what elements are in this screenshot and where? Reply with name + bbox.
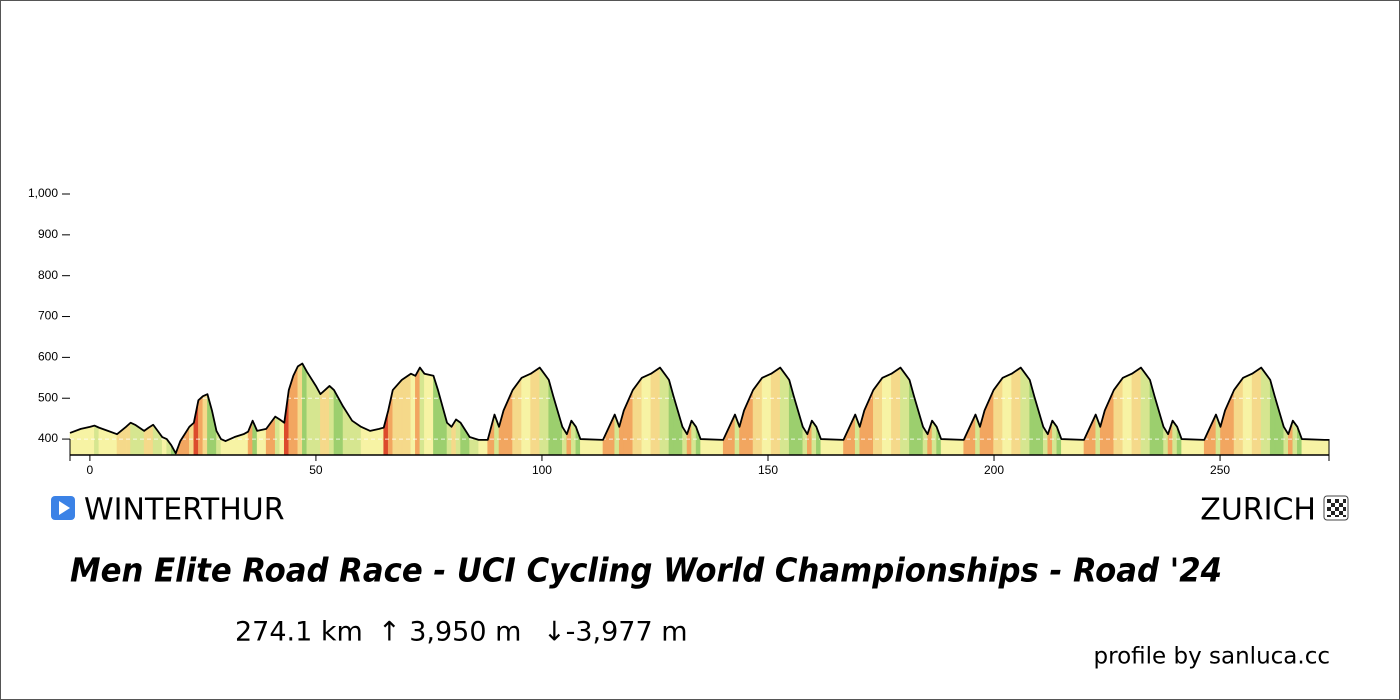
gradient-segment: [1260, 366, 1267, 456]
gradient-segment: [329, 385, 335, 456]
gradient-segment: [779, 366, 786, 456]
gradient-segment: [419, 366, 425, 456]
gradient-segment: [1251, 367, 1262, 456]
y-tick-label: 400: [38, 431, 58, 445]
start-label: WINTERTHUR: [84, 493, 285, 528]
gradient-segment: [274, 416, 281, 456]
gradient-segment: [80, 426, 91, 456]
gradient-segment: [1011, 367, 1021, 456]
gradient-segment: [143, 427, 149, 456]
gradient-segment: [1024, 372, 1031, 456]
gradient-segment: [1265, 372, 1271, 456]
gradient-segment: [89, 425, 95, 456]
credit: profile by sanluca.cc: [1094, 644, 1330, 670]
finish-label: ZURICH: [1200, 493, 1316, 528]
gradient-segment: [202, 393, 208, 456]
gradient-segment: [415, 366, 421, 456]
gradient-segment: [543, 372, 550, 456]
gradient-segment: [378, 427, 385, 456]
gradient-segment: [148, 424, 154, 456]
y-tick-label: 500: [38, 390, 58, 404]
gradient-segment: [1145, 372, 1151, 456]
gradient-segment: [761, 373, 772, 456]
gradient-segment: [784, 372, 790, 456]
gradient-segment: [940, 438, 965, 456]
gradient-segment: [455, 418, 461, 456]
plot: 400 500 600 700 800 900 1,000 0 50 100 150 200 250: [28, 186, 1330, 477]
gradient-segment: [424, 373, 434, 456]
gradient-segment: [243, 431, 249, 456]
gradient-segment: [324, 385, 330, 456]
gradient-segment: [320, 389, 326, 456]
descent: ↓-3,977 m: [543, 617, 688, 648]
profile-line: [69, 362, 1329, 455]
x-tick-label: 200: [984, 463, 1004, 477]
gradient-segment: [98, 427, 109, 456]
gradient-segment: [1131, 367, 1142, 456]
gradient-segment: [1301, 438, 1325, 456]
gradient-segment: [900, 366, 906, 456]
gradient-segment: [664, 372, 670, 456]
gradient-segment: [904, 372, 910, 456]
gradient-segment: [1324, 439, 1330, 456]
x-tick-label: 150: [758, 463, 778, 477]
gradient-segment: [820, 438, 844, 456]
gradient-segment: [580, 438, 604, 456]
y-tick-label: 700: [38, 309, 58, 323]
gradient-segment: [279, 418, 285, 456]
gradient-segment: [882, 373, 892, 456]
x-tick-label: 100: [532, 463, 552, 477]
gradient-segment: [641, 373, 652, 456]
gradient-segment: [1122, 373, 1133, 456]
x-tick-label: 50: [309, 463, 323, 477]
gradient-segment: [392, 379, 403, 456]
y-tick-label: 900: [38, 227, 58, 241]
x-tick-label: 250: [1210, 463, 1230, 477]
gradient-segment: [521, 373, 531, 456]
gradient-segment: [302, 362, 308, 456]
gradient-segment: [1061, 438, 1085, 456]
gradient-segment: [1002, 373, 1012, 456]
gradient-segment: [539, 366, 545, 456]
start-icon-arrow: [59, 501, 70, 515]
gradient-segment: [650, 367, 661, 456]
gradient-segment: [478, 439, 489, 456]
ascent: ↑ 3,950 m: [378, 617, 521, 648]
y-tick-label: 800: [38, 268, 58, 282]
y-tick-label: 600: [38, 350, 58, 364]
chart-title: Men Elite Road Race - UCI Cycling World …: [70, 551, 1222, 590]
gradient-segment: [770, 367, 781, 456]
gradient-segment: [369, 428, 380, 456]
gradient-segment: [1140, 366, 1146, 456]
gradient-segment: [891, 367, 901, 456]
gradient-segment: [659, 366, 665, 456]
gradient-segment: [1181, 438, 1205, 456]
gradient-segment: [256, 428, 267, 456]
gradient-segment: [94, 425, 100, 456]
gradient-segment: [297, 362, 303, 456]
gradient-segment: [700, 438, 724, 456]
gradient-segment: [293, 366, 299, 456]
gradient-segment: [410, 373, 416, 456]
gradient-segment: [530, 367, 540, 456]
gradient-segment: [1020, 366, 1026, 456]
gradient-segment: [315, 384, 321, 456]
gradient-segment: [1242, 373, 1253, 456]
y-tick-label: 1,000: [28, 186, 58, 200]
distance: 274.1 km: [235, 617, 363, 648]
gradient-segment: [401, 373, 412, 456]
x-tick-label: 0: [87, 463, 94, 477]
gradient-segment: [198, 395, 204, 456]
finish-flag: [1323, 495, 1349, 521]
